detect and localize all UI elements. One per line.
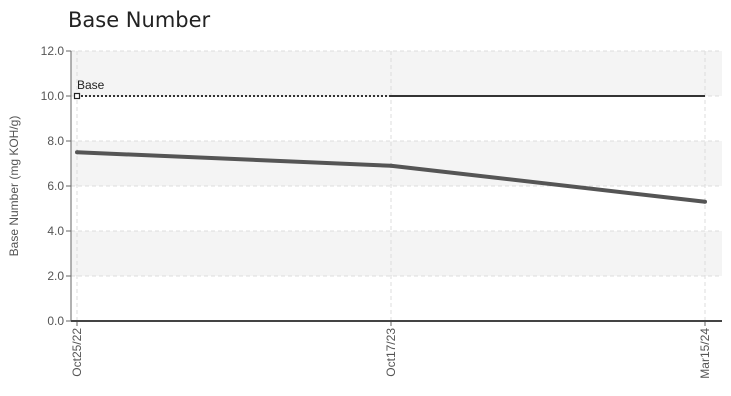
x-tick-labels: Oct25/22 Oct17/23 Mar15/24	[70, 328, 712, 379]
chart-title: Base Number	[68, 8, 211, 32]
plot-band	[71, 141, 722, 186]
x-tick-label: Oct17/23	[384, 328, 398, 377]
reference-line-label: Base	[77, 78, 105, 92]
y-tick-labels: 0.0 2.0 4.0 6.0 8.0 10.0 12.0	[41, 44, 65, 328]
reference-line-group: Base	[73, 78, 705, 100]
data-point	[703, 199, 707, 204]
y-tick-label: 8.0	[47, 134, 64, 148]
plot-band	[71, 51, 722, 96]
data-point	[389, 163, 393, 168]
y-tick-label: 6.0	[47, 179, 64, 193]
y-tick-label: 0.0	[47, 314, 64, 328]
y-tick-label: 12.0	[41, 44, 65, 58]
y-axis-label: Base Number (mg KOH/g)	[7, 116, 21, 257]
x-tick-label: Oct25/22	[70, 328, 84, 377]
y-tick-label: 4.0	[47, 224, 64, 238]
y-tick-label: 10.0	[41, 89, 65, 103]
x-tick-label: Mar15/24	[698, 328, 712, 379]
y-tick-label: 2.0	[47, 269, 64, 283]
reference-marker	[73, 92, 81, 100]
plot-background-bands	[71, 51, 722, 276]
data-point	[75, 150, 79, 155]
plot-band	[71, 231, 722, 276]
series-group	[75, 150, 707, 204]
axes	[66, 50, 722, 326]
